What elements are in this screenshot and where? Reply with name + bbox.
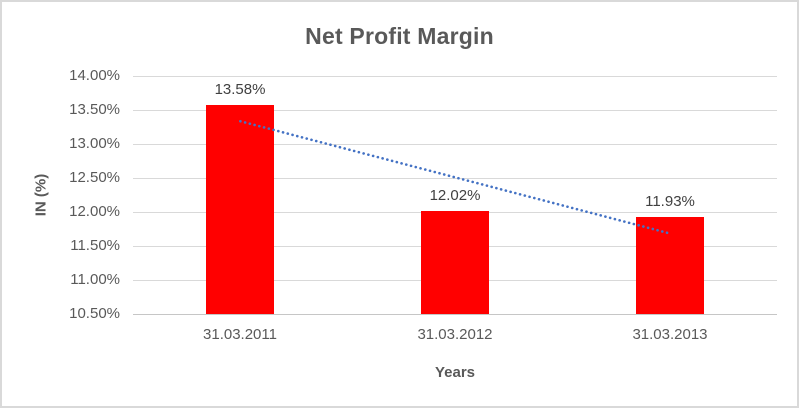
gridline <box>133 144 777 145</box>
bar-data-label: 13.58% <box>214 81 266 98</box>
y-axis-tick-label: 11.50% <box>70 237 120 254</box>
gridline <box>133 110 777 111</box>
trendline <box>239 119 671 235</box>
bar <box>636 217 704 314</box>
bar-data-label: 12.02% <box>429 187 481 204</box>
x-axis-title: Years <box>434 364 476 381</box>
y-axis-tick-label: 10.50% <box>69 305 120 322</box>
bar <box>206 105 274 314</box>
y-axis-tick-label: 13.00% <box>69 135 120 152</box>
y-axis-tick-label: 14.00% <box>69 67 120 84</box>
bar-data-label: 11.93% <box>645 193 695 210</box>
y-axis-tick-label: 11.00% <box>70 271 120 288</box>
bar <box>421 211 489 314</box>
x-axis-tick-label: 31.03.2011 <box>203 326 277 343</box>
gridline <box>133 178 777 179</box>
gridline <box>133 76 777 77</box>
chart-title: Net Profit Margin <box>305 23 494 49</box>
y-axis-tick-label: 13.50% <box>69 101 120 118</box>
y-axis-tick-label: 12.00% <box>69 203 120 220</box>
x-axis-tick-label: 31.03.2012 <box>417 326 493 343</box>
gridline <box>133 314 777 315</box>
y-axis-tick-label: 12.50% <box>69 169 120 186</box>
plot-area: 13.58% 12.02% 11.93% <box>133 76 777 315</box>
x-axis-tick-label: 31.03.2013 <box>632 326 708 343</box>
